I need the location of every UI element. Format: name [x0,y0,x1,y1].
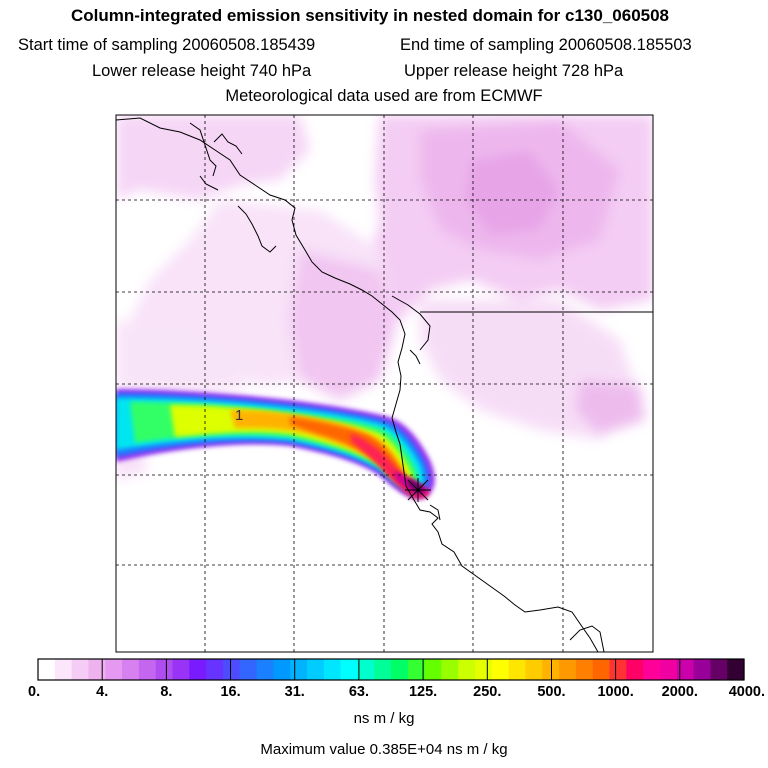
colorbar-swatch [239,659,258,680]
colorbar-swatch [172,659,190,680]
colorbar-tick-label: 125. [408,684,438,700]
colorbar-swatch [189,659,207,680]
colorbar-tick-label: 1000. [597,684,634,700]
release-point-marker [405,478,431,502]
colorbar-tick-label: 2000. [661,684,698,700]
colorbar-swatch [71,659,90,680]
colorbar-swatch [306,659,325,680]
colorbar-swatch [155,659,174,680]
colorbar-swatch [206,659,224,680]
colorbar-swatch [693,659,711,680]
colorbar-swatch [542,659,560,680]
colorbar-swatch [525,659,543,680]
end-time-label: End time of sampling 20060508.185503 [400,36,692,54]
colorbar-swatch [88,659,106,680]
colorbar-tick-label: 500. [537,684,566,700]
coastline [116,117,653,652]
colorbar-swatch [727,659,745,680]
colorbar [38,659,745,680]
colorbar-swatch [222,659,241,680]
colorbar-swatch [323,659,342,680]
low-sensitivity-field [116,115,653,480]
colorbar-swatch [592,659,611,680]
colorbar-swatch [575,659,594,680]
colorbar-swatch [357,659,375,680]
colorbar-swatch [290,659,308,680]
colorbar-swatch [256,659,274,680]
colorbar-swatch [609,659,627,680]
met-data-label: Meteorological data used are from ECMWF [225,87,543,105]
colorbar-tick-label: 4000. [728,684,765,700]
colorbar-swatch [407,659,426,680]
plot-title: Column-integrated emission sensitivity i… [70,6,670,25]
colorbar-swatch [710,659,728,680]
map-content: 1 [116,115,653,652]
colorbar-tick-label: 250. [473,684,502,700]
colorbar-tick-label: 63. [348,684,369,700]
lower-release-height-label: Lower release height 740 hPa [92,62,312,80]
colorbar-swatch [508,659,527,680]
plume-label: 1 [235,407,243,424]
colorbar-swatch [458,659,476,680]
colorbar-tick-label: 16. [220,684,241,700]
colorbar-swatch [475,659,493,680]
colorbar-swatch [122,659,140,680]
upper-release-height-label: Upper release height 728 hPa [404,62,624,80]
colorbar-tick-label: 0. [28,684,41,700]
map-border [115,114,654,653]
maximum-value-label: Maximum value 0.385E+04 ns m / kg [260,741,508,758]
colorbar-swatch [676,659,695,680]
colorbar-swatch [273,659,291,680]
colorbar-swatch [391,659,409,680]
colorbar-tick-label: 4. [96,684,109,700]
colorbar-swatch [643,659,661,680]
emission-plume [116,389,435,500]
colorbar-border [37,658,745,681]
colorbar-swatch [374,659,392,680]
colorbar-swatch [105,659,123,680]
colorbar-swatch [424,659,443,680]
colorbar-swatch [138,659,157,680]
colorbar-swatch [54,659,73,680]
colorbar-swatch [491,659,510,680]
colorbar-tick-label: 8. [160,684,173,700]
colorbar-units: ns m / kg [353,710,415,727]
colorbar-swatch [659,659,678,680]
start-time-label: Start time of sampling 20060508.185439 [18,36,316,54]
colorbar-swatch [38,659,56,680]
colorbar-swatch [559,659,577,680]
colorbar-swatch [340,659,358,680]
colorbar-swatch [441,659,459,680]
colorbar-swatch [626,659,644,680]
colorbar-tick-label: 31. [284,684,305,700]
